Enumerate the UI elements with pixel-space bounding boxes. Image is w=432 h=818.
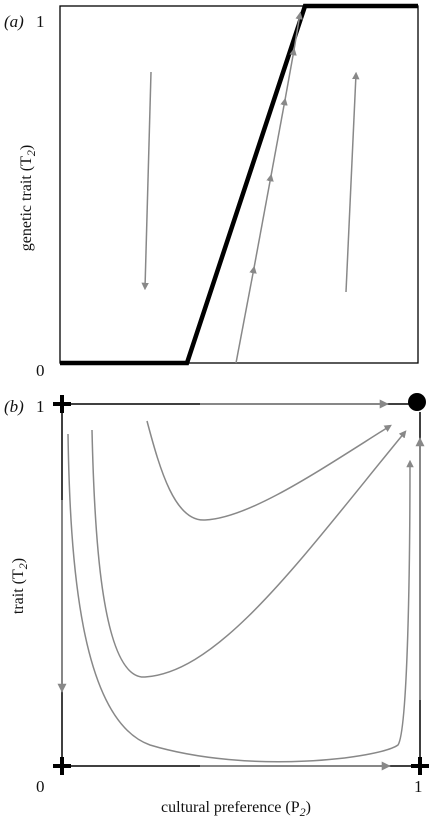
panel-a-y-axis-label: genetic trait (T2) xyxy=(18,145,38,251)
panel-b: (b) 1 0 1 trait (T2) cultural preference… xyxy=(4,393,429,818)
panel-b-y-axis-label-close: ) xyxy=(10,558,27,563)
panel-a-tick-top: 1 xyxy=(36,12,45,31)
panel-a-label: (a) xyxy=(4,12,24,31)
panel-a-frame xyxy=(59,5,419,364)
panel-b-trajectory-1 xyxy=(146,420,392,521)
panel-a-trajectory xyxy=(235,11,303,364)
panel-a-arrow-down xyxy=(141,71,152,291)
svg-text:trait (T2): trait (T2) xyxy=(10,558,30,614)
unstable-equilibrium-origin-icon xyxy=(53,757,71,775)
panel-b-x-axis-label-close: ) xyxy=(306,799,311,816)
panel-a-traj-seg-2 xyxy=(253,173,274,269)
panel-a-traj-seg-4 xyxy=(284,47,297,101)
panel-a: (a) 1 0 genetic trait (T2) xyxy=(4,3,419,380)
panel-b-y-axis-label-sub: 2 xyxy=(16,563,30,569)
panel-b-y-axis-label: trait (T2) xyxy=(10,558,30,614)
panel-b-tick-x-right: 1 xyxy=(414,777,423,796)
panel-a-traj-seg-3 xyxy=(270,97,288,177)
panel-a-y-axis-label-sub: 2 xyxy=(24,150,38,156)
panel-b-tick-origin: 0 xyxy=(36,777,45,796)
panel-a-arrow-up xyxy=(345,71,360,293)
unstable-equilibrium-top-left-icon xyxy=(53,395,71,413)
unstable-equilibrium-bottom-right-icon xyxy=(411,757,429,775)
panel-b-label: (b) xyxy=(4,397,24,416)
panel-a-y-axis-label-close: ) xyxy=(18,145,35,150)
panel-b-x-axis-label: cultural preference (P2) xyxy=(161,799,311,818)
panel-a-traj-seg-1 xyxy=(235,265,257,364)
panel-b-trajectory-3 xyxy=(67,433,414,763)
panel-b-x-axis-label-sub: 2 xyxy=(300,805,306,818)
panel-a-tick-bottom: 0 xyxy=(36,361,45,380)
panel-b-x-axis-label-text: cultural preference (P xyxy=(161,799,300,816)
panel-b-trajectory-2 xyxy=(91,429,407,678)
stable-equilibrium-icon xyxy=(408,393,426,411)
panel-b-y-axis-label-text: trait (T xyxy=(10,569,27,614)
svg-text:genetic trait (T2): genetic trait (T2) xyxy=(18,145,38,251)
panel-a-traj-seg-5 xyxy=(293,11,303,51)
panel-a-nullcline xyxy=(60,3,418,366)
panel-b-tick-y-top: 1 xyxy=(36,397,45,416)
panel-a-y-axis-label-text: genetic trait (T xyxy=(18,156,35,251)
